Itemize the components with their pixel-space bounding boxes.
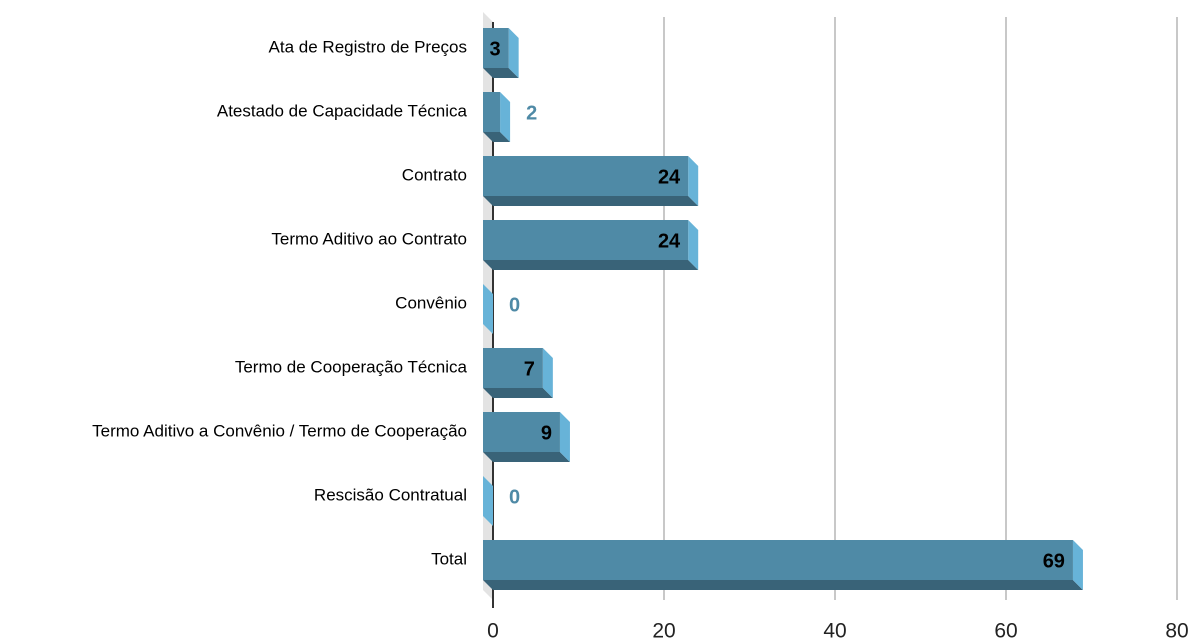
x-tick-label: 80 — [1165, 620, 1188, 643]
bar — [483, 412, 570, 462]
bar-side — [1072, 540, 1083, 590]
bar-bottom — [483, 132, 511, 142]
data-label: 0 — [509, 294, 520, 316]
data-label: 24 — [658, 230, 681, 252]
y-tick-label: Ata de Registro de Preços — [269, 37, 467, 56]
x-tick-label: 40 — [823, 620, 846, 643]
bar-front — [483, 92, 501, 132]
bar-front — [483, 412, 560, 452]
bar — [483, 220, 699, 270]
y-tick-label: Termo Aditivo a Convênio / Termo de Coop… — [92, 421, 467, 440]
bar — [483, 28, 519, 78]
bar — [483, 540, 1083, 590]
bar — [483, 476, 493, 526]
bar — [483, 348, 553, 398]
x-tick-label: 0 — [487, 620, 499, 643]
bar-side — [483, 476, 493, 526]
bar-side — [688, 156, 699, 206]
bar-bottom — [483, 196, 699, 206]
bar-bottom — [483, 580, 1083, 590]
bar-front — [483, 540, 1073, 580]
bar-side — [483, 284, 493, 334]
data-label: 0 — [509, 486, 520, 508]
data-label: 9 — [541, 422, 552, 444]
y-tick-label: Termo Aditivo ao Contrato — [271, 229, 467, 248]
bar — [483, 92, 511, 142]
bar-bottom — [483, 452, 570, 462]
bar — [483, 284, 493, 334]
x-tick-label: 20 — [652, 620, 675, 643]
y-tick-label: Rescisão Contratual — [314, 485, 467, 504]
y-tick-label: Total — [431, 549, 467, 568]
bar-bottom — [483, 68, 519, 78]
data-label: 2 — [526, 102, 537, 124]
y-tick-label: Convênio — [395, 293, 467, 312]
bar-front — [483, 156, 689, 196]
bar-bottom — [483, 260, 699, 270]
bar-front — [483, 348, 543, 388]
data-label: 24 — [658, 166, 681, 188]
y-tick-label: Contrato — [402, 165, 467, 184]
bar-side — [542, 348, 553, 398]
y-tick-label: Atestado de Capacidade Técnica — [217, 101, 468, 120]
y-tick-label: Termo de Cooperação Técnica — [235, 357, 468, 376]
x-tick-label: 60 — [994, 620, 1017, 643]
bar — [483, 156, 699, 206]
bar-side — [559, 412, 570, 462]
bar-side — [508, 28, 519, 78]
bar-side — [688, 220, 699, 270]
bar-front — [483, 28, 509, 68]
bar-front — [483, 220, 689, 260]
bar-side — [500, 92, 511, 142]
data-label: 7 — [524, 358, 535, 380]
bar-bottom — [483, 388, 553, 398]
data-label: 69 — [1043, 550, 1065, 572]
data-label: 3 — [490, 38, 501, 60]
